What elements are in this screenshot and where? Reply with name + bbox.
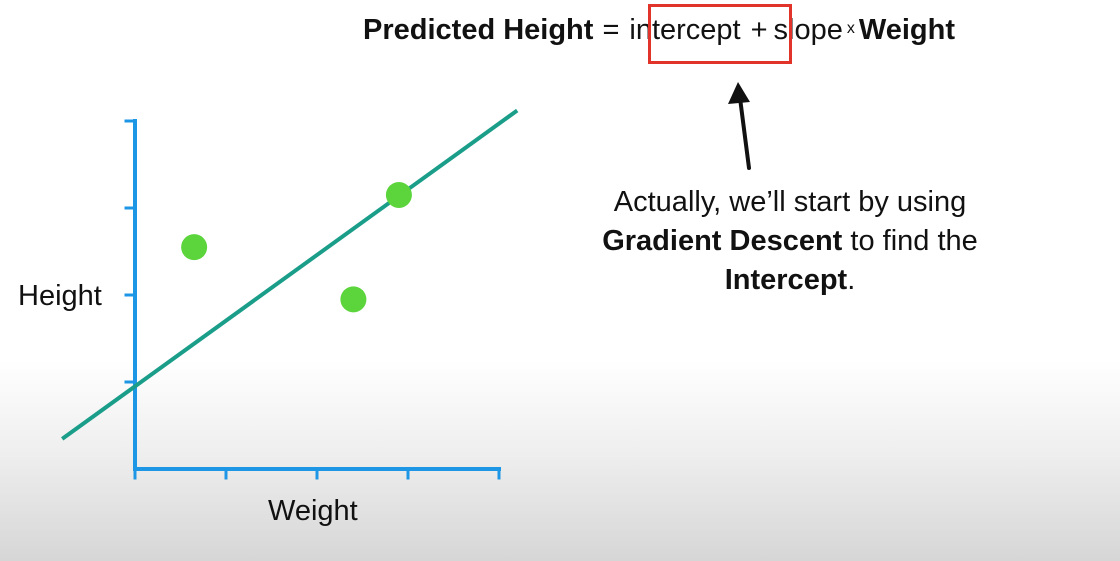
callout-period: . (847, 264, 856, 296)
intercept-highlight-box (648, 4, 792, 64)
data-point (385, 181, 412, 208)
equals-sign: = (602, 14, 620, 46)
equation: Predicted Height = intercept + slope x W… (363, 14, 955, 54)
plus-sign: + (750, 14, 768, 46)
callout-line-2-rest: to find the (842, 225, 978, 257)
y-axis-label: Height (18, 280, 102, 312)
data-point (340, 286, 367, 313)
fit-line (61, 108, 519, 441)
x-axis-label: Weight (268, 495, 358, 527)
pointer-arrow (728, 82, 751, 170)
callout-line-3: Intercept. (560, 261, 1020, 300)
predicted-height-term: Predicted Height (363, 14, 594, 46)
intercept-term: intercept (629, 14, 741, 46)
callout-line-2: Gradient Descent to find the (560, 222, 1020, 261)
callout-line-1: Actually, we’ll start by using (613, 186, 967, 218)
intercept-emphasis: Intercept (724, 264, 848, 296)
times-sign: x (846, 20, 855, 37)
slope-term: slope (773, 14, 843, 46)
gradient-descent-term: Gradient Descent (602, 225, 843, 257)
data-point (181, 234, 208, 261)
weight-term: Weight (858, 14, 955, 46)
data-points (181, 181, 412, 313)
callout-text: Actually, we’ll start by using Gradient … (560, 183, 1020, 300)
arrow-head-icon (728, 82, 750, 104)
axes (124, 119, 501, 480)
